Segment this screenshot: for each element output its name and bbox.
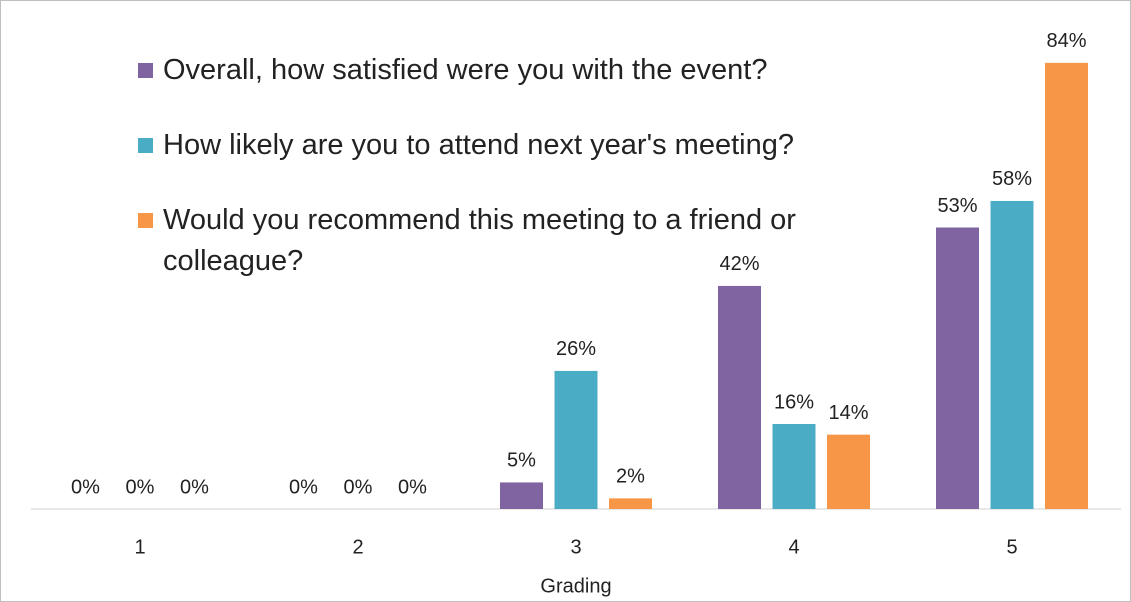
x-tick-label: 2 bbox=[352, 536, 363, 558]
value-label: 53% bbox=[937, 195, 977, 217]
x-tick-label: 3 bbox=[570, 536, 581, 558]
legend: Overall, how satisfied were you with the… bbox=[138, 50, 918, 316]
x-axis-title: Grading bbox=[540, 575, 611, 597]
x-tick-label: 5 bbox=[1006, 536, 1017, 558]
legend-swatch bbox=[138, 138, 153, 153]
value-label: 5% bbox=[507, 450, 536, 472]
legend-item: Overall, how satisfied were you with the… bbox=[138, 50, 918, 91]
legend-label: Would you recommend this meeting to a fr… bbox=[163, 204, 796, 277]
value-label: 0% bbox=[398, 476, 427, 498]
legend-label: How likely are you to attend next year's… bbox=[163, 129, 794, 161]
bar bbox=[500, 482, 543, 509]
value-label: 16% bbox=[774, 391, 814, 413]
value-label: 0% bbox=[344, 476, 373, 498]
legend-swatch bbox=[138, 63, 153, 78]
legend-label: Overall, how satisfied were you with the… bbox=[163, 54, 768, 86]
bar bbox=[990, 200, 1034, 509]
value-label: 0% bbox=[180, 476, 209, 498]
bar bbox=[936, 227, 979, 509]
value-label: 84% bbox=[1046, 30, 1086, 52]
legend-item: Would you recommend this meeting to a fr… bbox=[138, 200, 918, 282]
bar bbox=[609, 498, 652, 509]
x-tick-label: 1 bbox=[134, 536, 145, 558]
value-label: 2% bbox=[616, 466, 645, 488]
value-label: 14% bbox=[828, 402, 868, 424]
value-label: 0% bbox=[71, 476, 100, 498]
value-label: 0% bbox=[126, 476, 155, 498]
value-label: 0% bbox=[289, 476, 318, 498]
value-label: 58% bbox=[992, 168, 1032, 190]
bar bbox=[718, 285, 761, 509]
x-tick-label: 4 bbox=[788, 536, 799, 558]
legend-swatch bbox=[138, 213, 153, 228]
value-label: 42% bbox=[719, 253, 759, 275]
bar bbox=[1045, 62, 1088, 509]
bar bbox=[554, 370, 598, 509]
bar bbox=[827, 434, 870, 509]
value-label: 26% bbox=[556, 338, 596, 360]
legend-item: How likely are you to attend next year's… bbox=[138, 125, 918, 166]
bar bbox=[772, 424, 816, 509]
